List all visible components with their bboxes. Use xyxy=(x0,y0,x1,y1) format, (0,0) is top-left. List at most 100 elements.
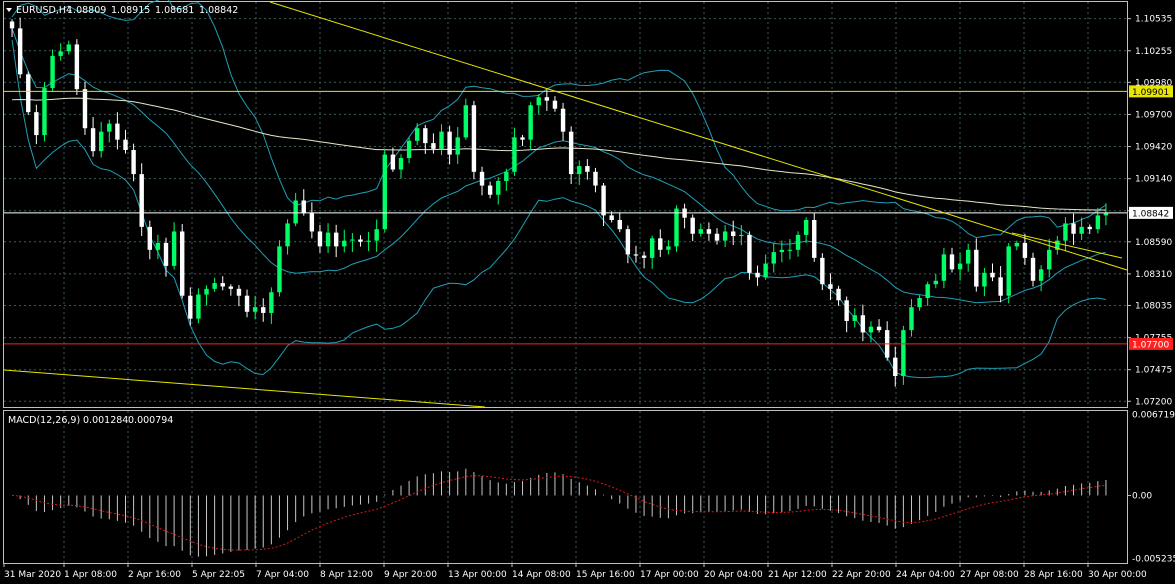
candle-bull[interactable] xyxy=(528,105,533,140)
candle-bull[interactable] xyxy=(496,180,501,195)
candle-bull[interactable] xyxy=(171,231,177,266)
candle-bear[interactable] xyxy=(1030,257,1036,281)
candle-bear[interactable] xyxy=(479,171,485,186)
candle-bull[interactable] xyxy=(382,154,387,230)
candle-bear[interactable] xyxy=(471,105,477,172)
candle-bear[interactable] xyxy=(188,295,193,319)
candle-bear[interactable] xyxy=(812,219,817,258)
candle-bear[interactable] xyxy=(261,307,266,313)
candle-bull[interactable] xyxy=(698,229,704,234)
candle-bull[interactable] xyxy=(285,223,290,247)
candle-bear[interactable] xyxy=(747,234,752,273)
candle-bear[interactable] xyxy=(26,74,31,113)
candle-bear[interactable] xyxy=(552,100,558,109)
candle-bear[interactable] xyxy=(390,154,396,170)
candle-bear[interactable] xyxy=(731,231,736,237)
candle-bear[interactable] xyxy=(317,231,323,247)
candle-bear[interactable] xyxy=(228,286,234,289)
candle-bull[interactable] xyxy=(901,330,906,377)
candle-bear[interactable] xyxy=(949,254,955,270)
candle-bear[interactable] xyxy=(755,272,760,278)
candle-bull[interactable] xyxy=(342,240,347,247)
candle-bear[interactable] xyxy=(860,315,866,333)
candle-bull[interactable] xyxy=(277,246,282,293)
candle-bull[interactable] xyxy=(577,166,582,175)
candle-bull[interactable] xyxy=(803,219,809,235)
candle-bull[interactable] xyxy=(512,137,517,172)
candle-bull[interactable] xyxy=(739,234,744,237)
candle-bull[interactable] xyxy=(763,263,768,278)
candle-bull[interactable] xyxy=(1095,215,1101,230)
candle-bear[interactable] xyxy=(593,171,598,186)
candle-bear[interactable] xyxy=(893,357,898,377)
candle-bear[interactable] xyxy=(836,288,841,301)
trendline-support[interactable] xyxy=(1011,232,1123,259)
candle-bull[interactable] xyxy=(917,298,922,308)
candle-bull[interactable] xyxy=(107,123,112,132)
candle-bear[interactable] xyxy=(974,249,979,287)
candle-bull[interactable] xyxy=(293,200,298,224)
candle-bear[interactable] xyxy=(131,150,136,175)
drawing-layer[interactable] xyxy=(3,1,1128,408)
candle-bull[interactable] xyxy=(212,283,217,289)
candle-bull[interactable] xyxy=(350,239,355,241)
candle-bull[interactable] xyxy=(933,280,938,285)
candle-bull[interactable] xyxy=(941,254,947,281)
candle-bear[interactable] xyxy=(844,300,849,321)
candle-bear[interactable] xyxy=(74,44,80,90)
candle-bear[interactable] xyxy=(180,231,185,296)
candle-bull[interactable] xyxy=(98,131,104,152)
candle-bull[interactable] xyxy=(463,105,469,138)
candle-bear[interactable] xyxy=(301,200,306,214)
candle-bear[interactable] xyxy=(431,143,436,149)
candle-bear[interactable] xyxy=(568,131,574,175)
candle-bull[interactable] xyxy=(674,208,679,247)
candle-bull[interactable] xyxy=(50,55,55,89)
candle-bull[interactable] xyxy=(795,234,801,250)
candle-bear[interactable] xyxy=(641,255,647,258)
candle-bear[interactable] xyxy=(163,242,169,266)
collapse-triangle-icon[interactable] xyxy=(6,8,12,12)
candle-bull[interactable] xyxy=(269,292,274,313)
candle-bear[interactable] xyxy=(990,272,995,278)
candle-bull[interactable] xyxy=(787,249,793,251)
candle-bear[interactable] xyxy=(220,283,225,287)
candle-bull[interactable] xyxy=(909,307,914,331)
candle-bear[interactable] xyxy=(34,112,39,136)
candle-bear[interactable] xyxy=(998,277,1003,296)
candle-bull[interactable] xyxy=(771,252,776,264)
candle-bear[interactable] xyxy=(1087,226,1092,230)
candle-bear[interactable] xyxy=(544,97,550,101)
candle-bull[interactable] xyxy=(649,238,655,258)
candle-bear[interactable] xyxy=(820,257,825,285)
candle-bull[interactable] xyxy=(374,229,379,241)
candle-bear[interactable] xyxy=(706,229,712,234)
candle-bear[interactable] xyxy=(309,213,315,232)
candle-bull[interactable] xyxy=(58,51,63,56)
candle-bear[interactable] xyxy=(358,239,363,242)
candle-bull[interactable] xyxy=(1063,223,1068,241)
candle-bear[interactable] xyxy=(1071,223,1076,234)
candle-bull[interactable] xyxy=(852,315,857,321)
candle-bull[interactable] xyxy=(965,249,971,264)
candle-bear[interactable] xyxy=(690,217,695,234)
candle-bull[interactable] xyxy=(1038,269,1044,281)
candle-bear[interactable] xyxy=(333,232,339,247)
candle-bull[interactable] xyxy=(1055,240,1060,250)
candle-bear[interactable] xyxy=(139,174,144,227)
candle-bull[interactable] xyxy=(42,88,47,136)
candle-bull[interactable] xyxy=(155,242,161,250)
candle-bull[interactable] xyxy=(204,288,209,295)
candle-bear[interactable] xyxy=(90,128,96,152)
candle-bull[interactable] xyxy=(1047,249,1052,270)
candle-bear[interactable] xyxy=(447,131,452,155)
candle-bull[interactable] xyxy=(66,44,71,52)
candle-bull[interactable] xyxy=(925,284,930,299)
candle-bull[interactable] xyxy=(536,97,541,106)
candle-bear[interactable] xyxy=(1022,242,1028,258)
candle-bear[interactable] xyxy=(601,185,606,216)
candle-bear[interactable] xyxy=(714,233,720,241)
candle-layer[interactable] xyxy=(9,17,1109,387)
candle-bear[interactable] xyxy=(585,166,590,172)
